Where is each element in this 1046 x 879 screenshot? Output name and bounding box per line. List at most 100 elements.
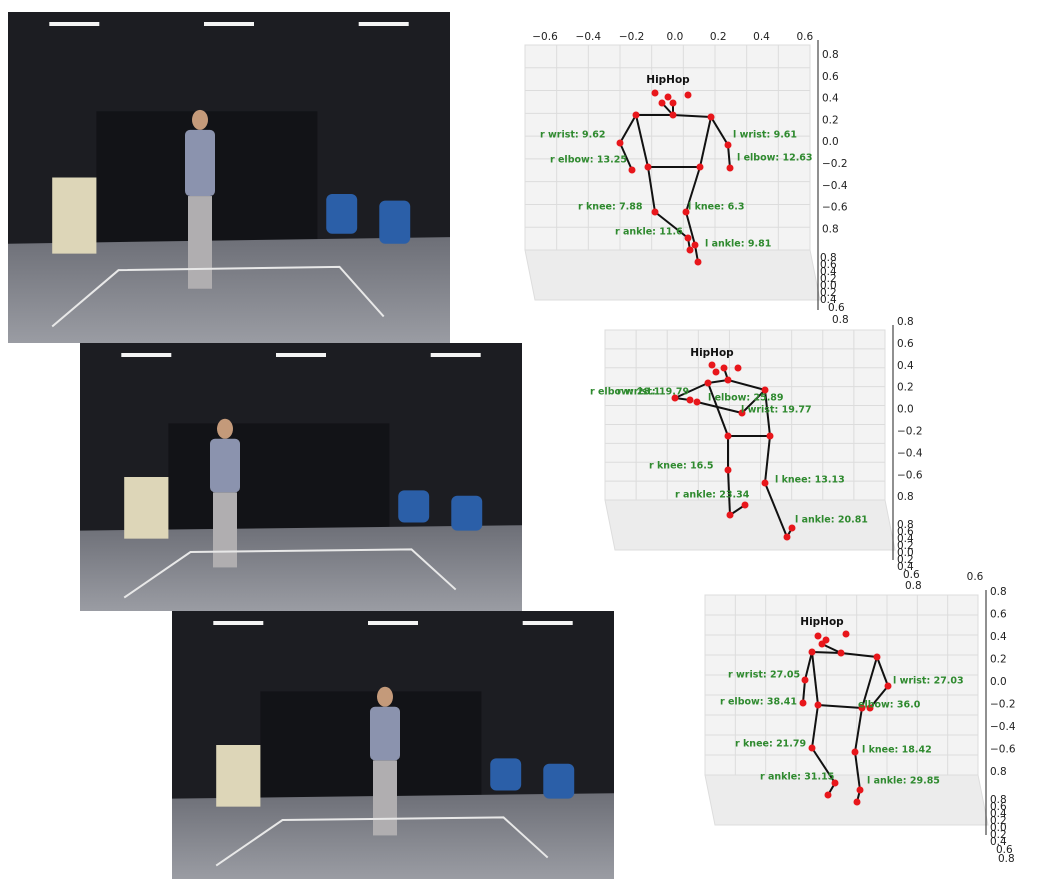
z-tick-label: −0.2 (822, 158, 848, 170)
joint (815, 702, 822, 709)
person-legs (213, 492, 237, 567)
joint-label: r wrist: 19.79 (617, 387, 689, 398)
joint (735, 365, 742, 372)
joint-label: elbow: 36.0 (858, 700, 921, 711)
joint-label: r ankle: 11.6 (615, 227, 683, 238)
chair (398, 490, 429, 522)
plot-title: HipHop (800, 616, 844, 628)
joint (725, 467, 732, 474)
joint (670, 112, 677, 119)
joint-label: r knee: 21.79 (735, 739, 806, 750)
z-tick-label: 0.2 (990, 654, 1007, 666)
bone (812, 652, 841, 653)
z-tick-label: 0.0 (990, 676, 1007, 688)
x-tick-label: −0.2 (619, 31, 645, 43)
joint (708, 114, 715, 121)
y-tick-label: 0.8 (832, 314, 849, 326)
joint (802, 677, 809, 684)
joint-label: r elbow: 13.25 (550, 155, 627, 166)
photo (8, 12, 450, 343)
chair (451, 496, 482, 531)
joint (685, 235, 692, 242)
z-tick-label: −0.2 (897, 426, 923, 438)
joint (695, 259, 702, 266)
z-tick-label: 0.4 (822, 93, 839, 105)
joint (652, 209, 659, 216)
chair (379, 201, 410, 244)
joint (685, 92, 692, 99)
joint-label: l wrist: 19.77 (741, 405, 812, 416)
cabinet (52, 178, 96, 254)
z-tick-label: 0.8 (897, 316, 914, 328)
joint (800, 700, 807, 707)
cabinet (216, 745, 260, 807)
joint (874, 654, 881, 661)
joint (784, 534, 791, 541)
z-tick-label: −0.6 (822, 202, 848, 214)
joint (645, 164, 652, 171)
z-tick-label: 0.4 (897, 360, 914, 372)
z-tick-label: 0.2 (897, 382, 914, 394)
joint (692, 242, 699, 249)
floor-pane (525, 250, 820, 300)
z-tick-label: −0.2 (990, 699, 1016, 711)
joint (854, 799, 861, 806)
x-tick-label: 0.2 (710, 31, 727, 43)
joint (843, 631, 850, 638)
joint (697, 164, 704, 171)
person-legs (188, 196, 212, 289)
person-torso (185, 130, 215, 196)
joint-label: l wrist: 27.03 (893, 676, 964, 687)
z-tick-label: 0.6 (822, 71, 839, 83)
joint (819, 641, 826, 648)
joint-label: r elbow: 38.41 (720, 697, 797, 708)
joint-label: l knee: 18.42 (862, 745, 932, 756)
light (121, 353, 171, 357)
z-tick-label: −0.6 (897, 469, 923, 481)
chair (490, 758, 521, 790)
light (359, 22, 409, 26)
joint (670, 100, 677, 107)
person-head (192, 110, 208, 130)
z-tick-label: −0.4 (897, 447, 923, 459)
z-tick-label: 0.2 (822, 114, 839, 126)
light (431, 353, 481, 357)
joint (742, 502, 749, 509)
light (368, 621, 418, 625)
plot-title: HipHop (690, 347, 734, 359)
z-tick-label: 0.8 (897, 491, 914, 503)
chair (543, 764, 574, 799)
joint (629, 167, 636, 174)
joint (721, 365, 728, 372)
y-tick-label: 0.8 (998, 853, 1015, 865)
joint (825, 792, 832, 799)
z-tick-label: 0.6 (990, 609, 1007, 621)
light (213, 621, 263, 625)
joint-label: r knee: 7.88 (578, 202, 643, 213)
skeleton-plot: −0.6−0.4−0.20.00.20.40.60.80.60.40.20.0−… (525, 31, 849, 326)
z-tick-label: −0.4 (822, 180, 848, 192)
light (204, 22, 254, 26)
joint-label: l ankle: 9.81 (705, 239, 771, 250)
joint (809, 649, 816, 656)
joint (665, 94, 672, 101)
photo (172, 611, 614, 879)
wall (168, 423, 389, 530)
joint (725, 142, 732, 149)
person-torso (370, 707, 400, 761)
joint (617, 140, 624, 147)
joint-label: r wrist: 27.05 (728, 670, 800, 681)
z-tick-label: 0.0 (822, 136, 839, 148)
skeleton-plot: 0.80.60.40.20.0−0.2−0.4−0.60.80.80.60.40… (590, 316, 923, 592)
z-tick-label: 0.6 (897, 338, 914, 350)
light (49, 22, 99, 26)
joint-label: l wrist: 9.61 (733, 130, 797, 141)
joint (725, 377, 732, 384)
z-tick-label: 0.8 (990, 766, 1007, 778)
x-tick-label: 0.4 (753, 31, 770, 43)
person-torso (210, 439, 240, 493)
joint-label: l ankle: 20.81 (795, 515, 868, 526)
joint (767, 433, 774, 440)
joint-label: l elbow: 12.63 (737, 153, 813, 164)
chair (326, 194, 357, 234)
